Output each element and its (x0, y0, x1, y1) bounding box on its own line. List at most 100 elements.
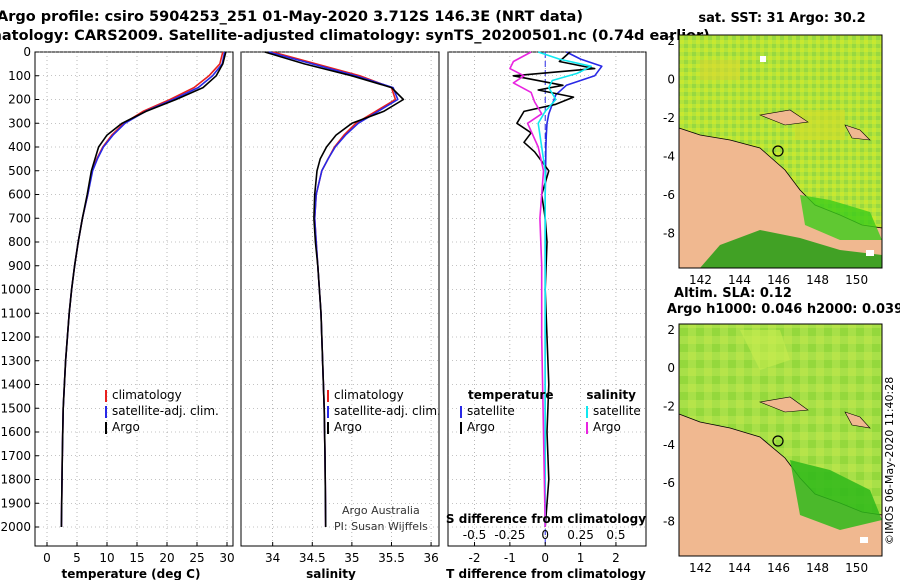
salinity-legend: climatology satellite-adj. clim. Argo (327, 388, 441, 434)
legend-label-argo: Argo (334, 420, 362, 434)
map-x-tick-label: 144 (728, 273, 751, 287)
series-line-argo (264, 51, 405, 528)
map-x-tick-label: 150 (845, 561, 868, 575)
annotation-pi: PI: Susan Wijffels (334, 520, 428, 533)
x-tick-label: 25 (189, 551, 204, 565)
argo-location-marker (772, 145, 784, 157)
map-x-tick-label: 146 (767, 561, 790, 575)
map-y-tick-label: -8 (663, 514, 675, 528)
map-y-tick-label: -4 (663, 149, 675, 163)
panel-frames (34, 51, 647, 547)
sst-map (678, 34, 883, 269)
map-y-tick-label: 2 (667, 34, 675, 48)
y-tick-label: 400 (8, 140, 31, 154)
map-x-tick-label: 150 (845, 273, 868, 287)
y-tick-label: 800 (8, 235, 31, 249)
chart-title-line1: Argo profile: csiro 5904253_251 01-May-2… (0, 9, 583, 25)
series-lines (60, 51, 603, 528)
y-tick-label: 300 (8, 116, 31, 130)
sla-map-frame (678, 323, 883, 557)
high-sla-patch (740, 330, 790, 370)
map2-title-line2: Argo h1000: 0.046 h2000: 0.039 (667, 302, 900, 317)
difference-top-axis-label: S difference from climatology (446, 512, 646, 526)
x-tick-label: 35.5 (378, 551, 405, 565)
x-tick-label: -2 (469, 551, 481, 565)
y-tick-label: 900 (8, 259, 31, 273)
legend-label-climatology: climatology (112, 388, 182, 402)
x-tick-label: 2 (612, 551, 620, 565)
x-tick-label: 1 (577, 551, 585, 565)
y-tick-label: 0 (23, 45, 31, 59)
map-y-tick-label: 0 (667, 72, 675, 86)
difference-legend-temperature: temperature satellite Argo (460, 388, 553, 434)
legend-label-satellite: satellite-adj. clim. (112, 404, 219, 418)
no-data-cell (860, 537, 868, 543)
map-x-tick-label: 142 (689, 273, 712, 287)
legend-label-satellite: satellite-adj. clim. (334, 404, 441, 418)
map-x-tick-label: 148 (806, 273, 829, 287)
map-y-tick-label: -2 (663, 399, 675, 413)
top-tick-label: -0.25 (494, 528, 525, 542)
x-tick-label: 36 (423, 551, 438, 565)
sst-map-frame (678, 34, 883, 269)
green-region (800, 195, 882, 240)
y-tick-label: 1700 (0, 449, 31, 463)
argo-location-marker (772, 435, 784, 447)
y-tick-label: 200 (8, 93, 31, 107)
top-tick-label: 0.25 (567, 528, 594, 542)
no-data-cell (866, 250, 874, 256)
island-land (844, 124, 871, 141)
top-tick-label: 0 (541, 528, 549, 542)
y-tick-label: 1500 (0, 401, 31, 415)
legend-label-s-satellite: satellite (593, 404, 641, 418)
no-data-cell (760, 56, 766, 62)
top-tick-label: 0.5 (606, 528, 625, 542)
x-tick-label: 15 (129, 551, 144, 565)
salinity-x-axis-label: salinity (306, 567, 356, 580)
legend-heading-salinity: salinity (586, 388, 636, 402)
x-tick-label: 35 (344, 551, 359, 565)
x-tick-label: 5 (73, 551, 81, 565)
legend-label-climatology: climatology (334, 388, 404, 402)
map-y-tick-label: -6 (663, 188, 675, 202)
island-land (758, 396, 809, 413)
sla-map (678, 323, 883, 557)
x-tick-label: 0 (541, 551, 549, 565)
temperature-legend: climatology satellite-adj. clim. Argo (105, 388, 219, 434)
map-y-tick-label: 0 (667, 361, 675, 375)
legend-label-t-satellite: satellite (467, 404, 515, 418)
x-tick-label: 20 (159, 551, 174, 565)
series-line-climatology (60, 51, 224, 528)
difference-plot-frame (447, 51, 647, 547)
y-tick-label: 1600 (0, 425, 31, 439)
y-tick-label: 600 (8, 188, 31, 202)
temperature-x-axis-label: temperature (deg C) (62, 567, 201, 580)
legend-label-argo: Argo (112, 420, 140, 434)
deep-green-region (700, 230, 882, 268)
x-tick-label: 10 (99, 551, 114, 565)
x-tick-label: 34.5 (299, 551, 326, 565)
y-tick-label: 1200 (0, 330, 31, 344)
map-x-tick-label: 144 (728, 561, 751, 575)
difference-legend-salinity: salinity satellite Argo (586, 388, 641, 434)
map2-title-line1: Altim. SLA: 0.12 (674, 286, 792, 301)
map-y-tick-label: -2 (663, 111, 675, 125)
difference-x-axis-label: T difference from climatology (446, 567, 646, 580)
series-line-climatology (272, 51, 397, 528)
map-y-tick-label: -6 (663, 476, 675, 490)
legend-label-t-argo: Argo (467, 420, 495, 434)
x-tick-label: 34 (265, 551, 280, 565)
map-y-tick-label: 2 (667, 323, 675, 337)
grid-lines (35, 51, 646, 546)
temperature-plot-frame (34, 51, 234, 547)
island-land (758, 109, 809, 126)
legend-label-s-argo: Argo (593, 420, 621, 434)
warm-patch (795, 110, 845, 140)
map-x-tick-label: 142 (689, 561, 712, 575)
x-tick-label: 0 (43, 551, 51, 565)
top-tick-label: -0.5 (463, 528, 486, 542)
series-line-t-argo (512, 51, 596, 528)
chart-title-line2: Climatology: CARS2009. Satellite-adjuste… (0, 28, 710, 44)
y-tick-label: 1400 (0, 378, 31, 392)
